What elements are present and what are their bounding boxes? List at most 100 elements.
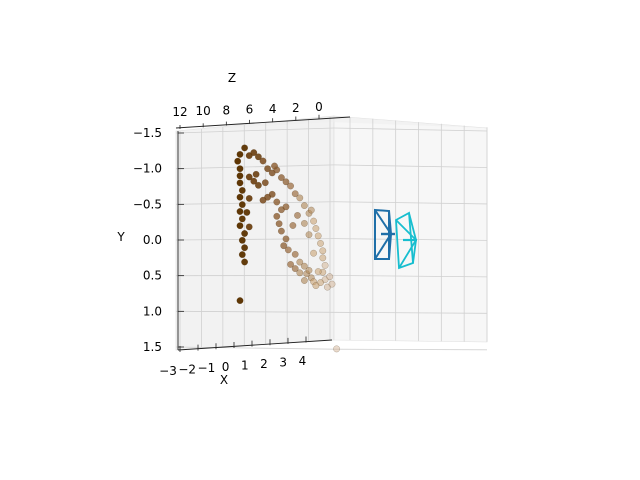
scatter-point [245, 194, 253, 202]
scatter-point [236, 297, 244, 305]
scatter-point [236, 179, 244, 187]
scatter-point [319, 254, 327, 262]
x-tick-label-1: −2 [178, 363, 196, 377]
z-axis-line [175, 116, 351, 129]
scatter-point [250, 177, 258, 185]
scatter-point [282, 235, 290, 243]
grid-line-side-1 [333, 164, 488, 168]
y-tick-label-1: −1.0 [133, 162, 162, 176]
scatter-point [282, 203, 290, 211]
scatter-point [250, 149, 258, 157]
scatter-point [321, 261, 329, 269]
scatter-point [328, 280, 336, 288]
scatter-point [291, 190, 299, 198]
scatter-point [241, 258, 249, 266]
scatter-point [296, 194, 304, 202]
scatter-point [259, 157, 267, 165]
scatter-point [264, 165, 272, 173]
scatter-point [312, 225, 320, 232]
scatter-point [289, 222, 297, 229]
scatter-point [282, 178, 290, 186]
grid-line-side-0 [333, 127, 488, 132]
grid-line-back-3 [175, 238, 335, 241]
grid-line-side-5 [333, 311, 488, 314]
y-tick-label-3: 0.0 [143, 233, 162, 247]
z-tick-label-0: 12 [172, 105, 187, 119]
scatter-point [305, 266, 313, 274]
scatter-point [319, 247, 327, 255]
z-tick-label-1: 10 [196, 104, 211, 118]
x-tick-label-7: 4 [299, 354, 307, 368]
scatter-point [236, 150, 244, 158]
x-tick-label-3: 0 [222, 360, 230, 374]
scatter-point [243, 208, 251, 216]
scatter-point [300, 262, 308, 270]
grid-line-back-6 [175, 346, 335, 350]
scatter-point [259, 196, 267, 204]
scatter-point [234, 157, 242, 165]
y-tick-label-0: −1.5 [133, 126, 162, 140]
scatter-point [275, 220, 283, 228]
scatter-point [310, 249, 318, 257]
scatter-point [273, 212, 281, 220]
z-tick-label-2: 8 [223, 103, 231, 117]
scatter-point [245, 173, 253, 181]
y-ticks: −1.5 −1.0 −0.5 0.0 0.5 1.0 1.5 [133, 126, 184, 354]
scatter-point [291, 250, 299, 258]
scatter-point [264, 193, 272, 201]
grid-line-back-5 [175, 310, 335, 313]
top-pane [176, 116, 487, 131]
scatter-point [268, 169, 276, 177]
scatter-point [252, 170, 260, 178]
scatter-point [273, 198, 281, 206]
scatter-point [294, 211, 301, 219]
y-tick-label-6: 1.5 [143, 340, 162, 354]
scatter-point [287, 260, 295, 268]
grid-line-side-2 [333, 201, 488, 205]
z-tick-label-4: 4 [269, 102, 277, 116]
scatter-point [291, 265, 299, 273]
scatter-point [317, 279, 324, 287]
grid-line-back-2 [175, 201, 335, 205]
scatter-point [238, 215, 246, 223]
x-tick-label-5: 2 [260, 357, 268, 371]
scatter-point [238, 251, 246, 259]
grid-line-back-1 [175, 164, 335, 170]
scatter-point [321, 276, 329, 284]
scatter-point [254, 153, 262, 161]
scatter-point [238, 201, 246, 209]
scatter-point [333, 345, 341, 353]
grid-line-side-4 [333, 275, 488, 278]
z-tick-label-6: 0 [315, 100, 323, 114]
scatter-point [305, 231, 313, 239]
scatter-point [287, 182, 295, 190]
scatter-point [236, 222, 244, 230]
y-tick-label-2: −0.5 [133, 197, 162, 211]
scatter-point [277, 206, 285, 214]
scatter-point [326, 273, 334, 281]
x-axis-label: X [220, 373, 228, 387]
grid-line-back-0 [175, 127, 335, 134]
x-tick-label-0: −3 [159, 364, 177, 378]
x-tick-label-2: −1 [198, 361, 216, 375]
x-ticks: −3 −2 −1 0 1 2 3 4 [159, 336, 307, 378]
z-tick-label-3: 6 [246, 103, 254, 117]
scatter-point [307, 206, 315, 214]
camera-frustum-b [395, 211, 417, 270]
scatter-point [314, 268, 322, 276]
y-tick-label-4: 0.5 [143, 269, 162, 283]
scatter-point [300, 219, 308, 227]
scatter-point [236, 165, 244, 173]
grid-line-side-6 [333, 348, 488, 351]
camera-frustum-a [374, 208, 395, 260]
scatter-point [236, 193, 244, 201]
x-tick-label-4: 1 [241, 358, 249, 372]
y-axis-label: Y [116, 230, 125, 244]
scatter-point [238, 236, 246, 244]
scatter-point [280, 242, 288, 250]
scatter-point [241, 144, 249, 152]
scatter-point [310, 217, 318, 225]
axis-panes [175, 115, 488, 351]
scatter-point [317, 239, 324, 247]
